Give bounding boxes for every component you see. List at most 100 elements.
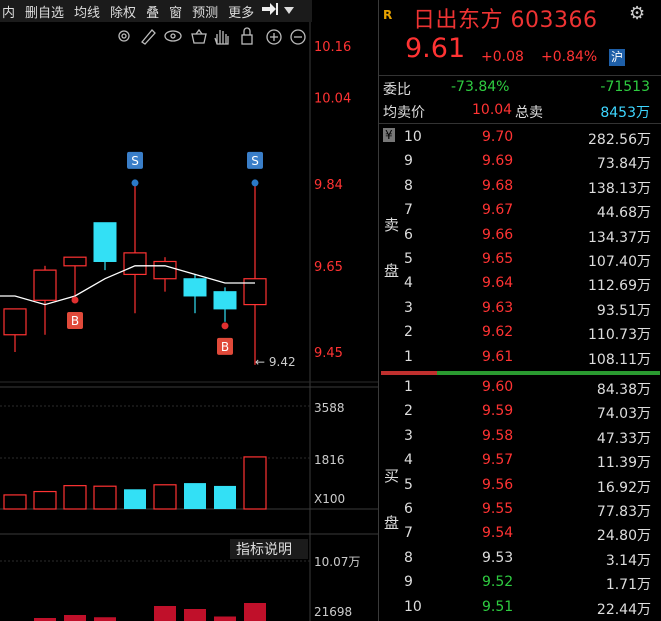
bid-price: 9.54 [482,525,514,542]
ask-row[interactable]: 8 9.68 138.13万 [379,174,661,198]
ask-level: 1 [404,348,413,365]
basket-icon[interactable] [191,28,207,44]
bid-row[interactable]: 2 9.59 74.03万 [379,399,661,423]
buy-marker-label: B [221,340,229,354]
sell-marker-dot [131,179,139,187]
ask-row[interactable]: 4 9.64 112.69万 [379,271,661,295]
last-price: 9.61 [405,33,466,64]
ask-volume: 112.69万 [588,278,651,295]
ask-row[interactable]: 3 9.63 93.51万 [379,296,661,320]
bid-volume: 16.92万 [596,479,651,496]
bid-row[interactable]: 1 9.60 84.38万 [379,375,661,399]
toolbar-item-ma[interactable]: 均线 [74,5,101,21]
toolbar-item-more[interactable]: 更多 [228,5,255,21]
dropdown-triangle-icon[interactable] [284,4,295,19]
indicator-bar [94,617,116,621]
gear-icon[interactable]: ⚙ [629,3,646,24]
bid-price: 9.59 [482,403,514,420]
ask-row[interactable]: 1 9.61 108.11万 [379,345,661,369]
bid-volume: 47.33万 [596,430,651,447]
ask-volume: 73.84万 [596,156,651,173]
ask-price: 9.69 [482,153,514,170]
currency-badge: ¥ [383,128,395,142]
ask-volume: 110.73万 [588,327,651,344]
ask-level: 10 [404,129,422,145]
candle-body [63,256,87,267]
toolbar-item-window[interactable]: 窗 [169,5,183,21]
ask-row[interactable]: 7 9.67 44.68万 [379,198,661,222]
sell-marker-badge[interactable] [127,151,143,169]
candle-body [153,260,177,280]
buy-side-label-1: 买 [384,467,400,485]
ask-price: 9.67 [482,202,514,219]
buy-side-label-2: 盘 [384,514,400,532]
bid-level: 7 [404,525,413,542]
candle-body [123,252,147,276]
bid-row[interactable]: 6 9.55 77.83万 [379,497,661,521]
toolbar-item-overlay[interactable]: 叠 [146,5,160,21]
volume-tick-label: 3588 [314,401,345,415]
y-tick-label: 9.84 [314,178,343,193]
avg-sell-value: 10.04 [472,102,513,118]
ask-row[interactable]: 9 9.69 73.84万 [379,149,661,173]
toolbar-item-forecast[interactable]: 预测 [192,5,219,21]
bid-price: 9.51 [482,598,514,615]
bid-level: 3 [404,427,413,444]
bid-volume: 22.44万 [596,601,651,618]
buy-marker-badge[interactable] [217,337,233,355]
ask-row[interactable]: 2 9.62 110.73万 [379,320,661,344]
settings-icon[interactable] [118,30,130,42]
draw-pen-icon[interactable] [141,29,156,45]
sell-marker-badge[interactable] [247,151,263,169]
bid-volume: 3.14万 [605,552,651,569]
zoom-out-icon[interactable] [290,29,306,45]
bid-price: 9.58 [482,427,514,444]
volume-tick-label: X100 [314,492,345,506]
ask-row[interactable]: 10 9.70 282.56万 [379,125,661,149]
indicator-bar [244,603,266,621]
bid-row[interactable]: 5 9.56 16.92万 [379,473,661,497]
bid-level: 6 [404,501,413,517]
ask-row[interactable]: 5 9.65 107.40万 [379,247,661,271]
toolbar-item-nei[interactable]: 内 [2,5,16,21]
stock-name[interactable]: 日出东方 603366 [413,8,598,33]
indicator-explain-button-bg[interactable] [230,539,308,559]
sell-marker-dot [251,179,259,187]
sell-side-label-1: 卖 [384,216,400,234]
chart-tool-icons [118,27,306,45]
lock-icon[interactable] [241,27,253,45]
indicator-bar [154,606,176,621]
toolbar-item-exright[interactable]: 除权 [110,5,137,21]
hand-icon[interactable] [214,30,229,45]
ask-volume: 93.51万 [596,302,651,319]
buy-marker-badge[interactable] [67,311,83,329]
bid-row[interactable]: 4 9.57 11.39万 [379,448,661,472]
bid-row[interactable]: 8 9.53 3.14万 [379,546,661,570]
ask-price: 9.66 [482,226,514,243]
indicator-explain-button[interactable]: 指标说明 [236,542,292,558]
bid-price: 9.55 [482,501,514,517]
candle-body [213,291,237,310]
buy-marker-dot [71,296,79,304]
bid-row[interactable]: 10 9.51 22.44万 [379,595,661,619]
volume-bar [214,485,236,509]
ask-volume: 107.40万 [588,254,651,270]
ask-row[interactable]: 6 9.66 134.37万 [379,223,661,247]
quote-title-bar: R 日出东方 603366 ⚙ [379,0,661,33]
sell-side-label-2: 盘 [384,262,400,280]
y-tick-label: 10.04 [314,92,351,107]
bid-row[interactable]: 9 9.52 1.71万 [379,570,661,594]
ask-price: 9.64 [482,275,514,292]
bid-price: 9.52 [482,574,514,591]
toolbar-item-remove-watchlist[interactable]: 删自选 [25,5,65,21]
r-logo-icon: R [383,8,393,22]
pin-right-icon[interactable] [262,2,279,20]
zoom-in-icon[interactable] [266,29,282,45]
eye-icon[interactable] [164,30,182,42]
indicator-tick-label: 10.07万 [314,555,360,569]
candles-group [3,183,267,365]
bid-row[interactable]: 7 9.54 24.80万 [379,521,661,545]
bid-row[interactable]: 3 9.58 47.33万 [379,424,661,448]
